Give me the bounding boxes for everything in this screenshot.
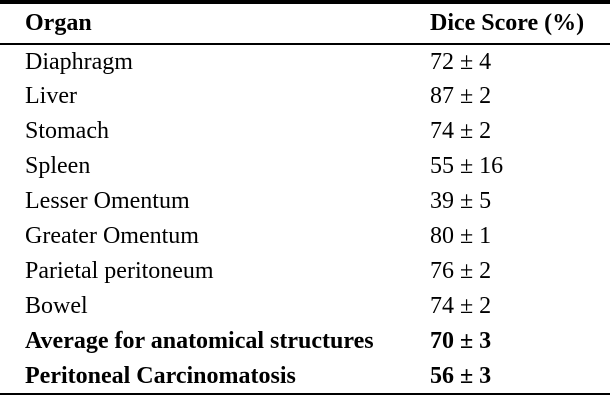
organ-cell: Liver <box>25 83 77 109</box>
dice-cell: 56 ± 3 <box>430 362 492 389</box>
table-row: Liver 87 ± 2 <box>0 79 610 114</box>
table-row: Lesser Omentum 39 ± 5 <box>0 184 610 219</box>
organ-cell: Peritoneal Carcinomatosis <box>25 362 296 389</box>
organ-cell: Average for anatomical structures <box>25 328 374 354</box>
table-row: Spleen 55 ± 16 <box>0 149 610 184</box>
table-row: Average for anatomical structures 70 ± 3 <box>0 324 610 359</box>
table-row: Greater Omentum 80 ± 1 <box>0 219 610 254</box>
dice-cell: 70 ± 3 <box>430 328 492 354</box>
organ-cell: Stomach <box>25 118 109 144</box>
table-row: Diaphragm 72 ± 4 <box>0 44 610 79</box>
dice-cell: 87 ± 2 <box>430 83 492 109</box>
organ-cell: Bowel <box>25 293 88 319</box>
organ-cell: Greater Omentum <box>25 223 199 249</box>
column-header-dice-score: Dice Score (%) <box>430 10 585 36</box>
organ-cell: Parietal peritoneum <box>25 258 214 284</box>
table-row: Stomach 74 ± 2 <box>0 114 610 149</box>
table-row: Peritoneal Carcinomatosis 56 ± 3 <box>0 359 610 394</box>
dice-cell: 74 ± 2 <box>430 118 492 144</box>
organ-cell: Spleen <box>25 153 91 179</box>
table-body: Diaphragm 72 ± 4 Liver 87 ± 2 Stomach 74… <box>0 44 610 394</box>
dice-cell: 39 ± 5 <box>430 188 492 214</box>
dice-cell: 80 ± 1 <box>430 223 492 249</box>
table-row: Parietal peritoneum 76 ± 2 <box>0 254 610 289</box>
table-row: Bowel 74 ± 2 <box>0 289 610 324</box>
header-row: Organ Dice Score (%) <box>0 2 610 44</box>
organ-cell: Diaphragm <box>25 48 133 75</box>
dice-score-table: Organ Dice Score (%) Diaphragm 72 ± 4 Li… <box>0 0 610 395</box>
dice-cell: 76 ± 2 <box>430 258 492 284</box>
dice-cell: 55 ± 16 <box>430 153 504 179</box>
dice-cell: 72 ± 4 <box>430 48 492 75</box>
dice-cell: 74 ± 2 <box>430 293 492 319</box>
column-header-organ: Organ <box>25 10 92 36</box>
organ-cell: Lesser Omentum <box>25 188 190 214</box>
table-header: Organ Dice Score (%) <box>0 2 610 44</box>
